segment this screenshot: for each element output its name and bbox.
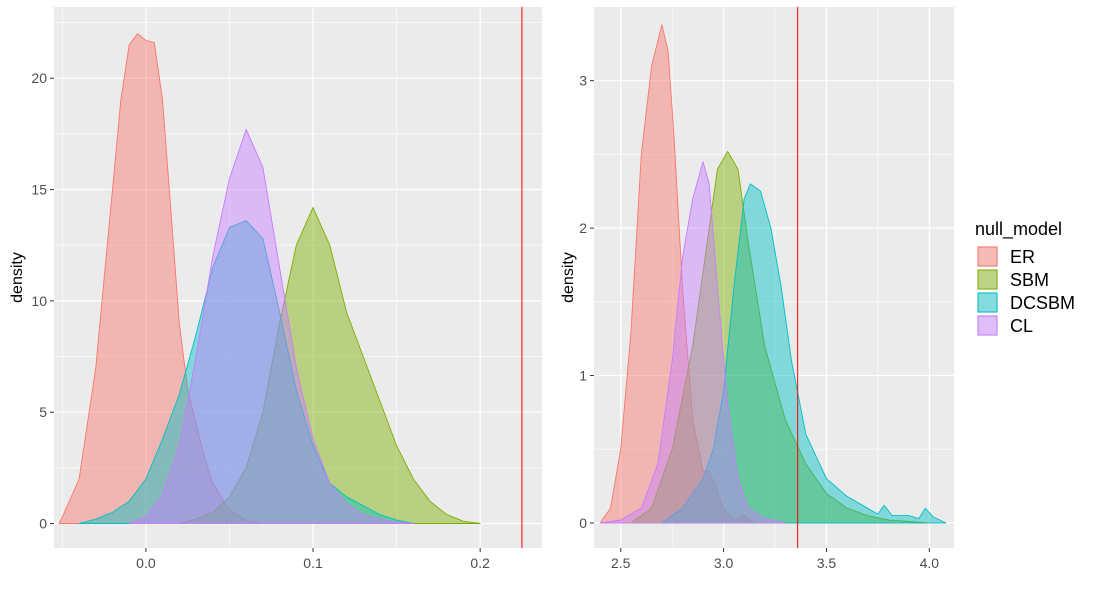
legend-swatch-er	[977, 246, 998, 267]
legend: null_model ER SBM DCSBM CL	[975, 219, 1075, 336]
plot-background	[54, 7, 542, 548]
legend-swatch-cl	[977, 315, 998, 336]
legend-key-background	[977, 246, 998, 267]
y-tick-label: 0	[579, 515, 587, 531]
y-tick-label: 0	[39, 516, 47, 532]
y-tick-label: 1	[579, 368, 587, 384]
y-axis-title: density	[9, 252, 26, 303]
y-tick-label: 10	[31, 293, 47, 309]
y-tick-label: 5	[39, 404, 47, 420]
x-tick-label: 2.5	[611, 555, 631, 571]
density-area-sbm	[178, 206, 481, 524]
right-density-panel: 2.5 3.0 3.5 4.0 0 1 2 3 density	[560, 7, 954, 571]
y-tick-label: 15	[31, 182, 47, 198]
y-tick-label: 20	[31, 70, 47, 86]
legend-key-background	[977, 292, 998, 313]
x-tick-label: 4.0	[920, 555, 940, 571]
legend-key-background	[977, 315, 998, 336]
legend-label-er: ER	[1010, 247, 1035, 267]
legend-title: null_model	[975, 219, 1062, 240]
x-tick-label: 3.5	[817, 555, 837, 571]
legend-key-background	[977, 269, 998, 290]
density-area-cl	[599, 161, 786, 524]
density-area-er	[58, 33, 264, 524]
y-tick-label: 2	[579, 220, 587, 236]
left-density-panel: 0.0 0.1 0.2 0 5 10 15 20 density	[9, 7, 542, 571]
density-area-sbm	[630, 151, 930, 524]
legend-swatch-sbm	[977, 269, 998, 290]
legend-label-cl: CL	[1010, 316, 1033, 336]
x-tick-label: 3.0	[714, 555, 734, 571]
density-area-dcsbm	[78, 220, 414, 524]
plot-background	[594, 7, 954, 548]
density-area-er	[599, 24, 755, 524]
y-tick-label: 3	[579, 73, 587, 89]
x-tick-label: 0.0	[136, 555, 156, 571]
legend-label-sbm: SBM	[1010, 270, 1049, 290]
x-tick-label: 0.2	[470, 555, 490, 571]
density-area-dcsbm	[661, 183, 947, 524]
y-axis-title: density	[560, 252, 577, 303]
legend-label-dcsbm: DCSBM	[1010, 293, 1075, 313]
density-area-cl	[128, 128, 414, 524]
legend-swatch-dcsbm	[977, 292, 998, 313]
x-tick-label: 0.1	[303, 555, 323, 571]
